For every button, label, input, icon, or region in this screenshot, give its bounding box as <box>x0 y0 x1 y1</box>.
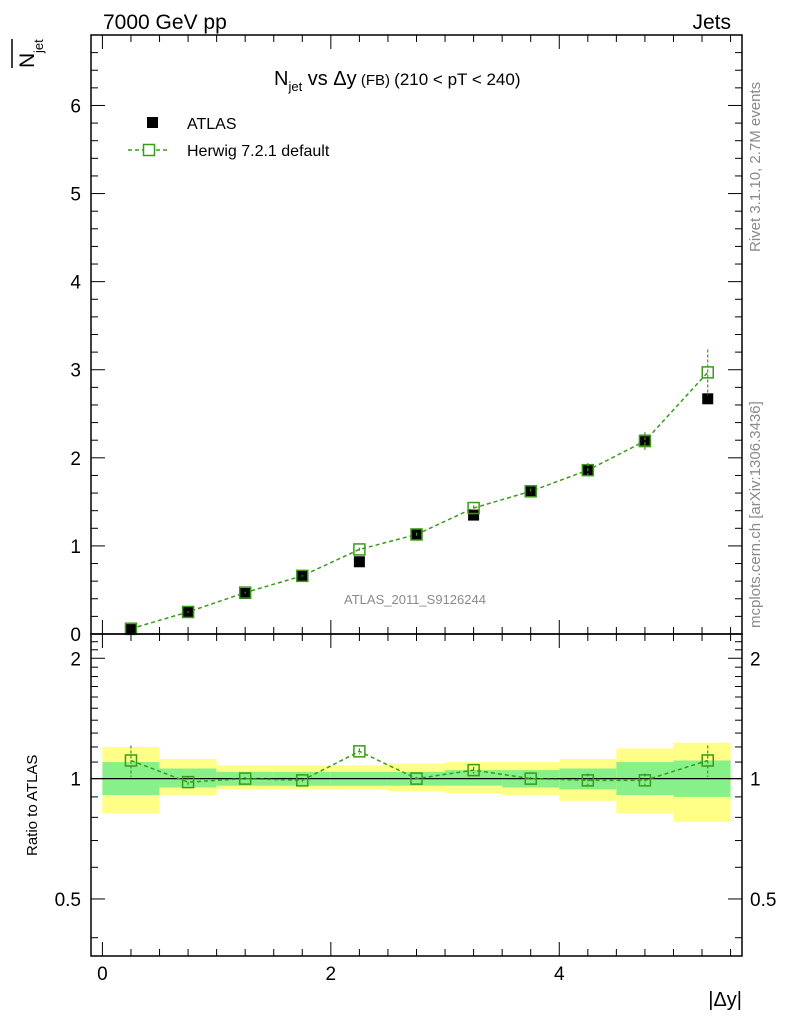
mc-point <box>410 528 423 541</box>
mc-point <box>296 569 309 583</box>
mc-point <box>181 605 195 619</box>
x-tick-label: 0 <box>97 964 108 985</box>
ratio-point <box>638 774 652 787</box>
ratio-point <box>124 754 138 767</box>
ratio-ylabel: Ratio to ATLAS <box>24 755 41 856</box>
atlas-point <box>468 509 480 521</box>
main-y-tick-label: 4 <box>70 273 81 294</box>
x-tick-label: 4 <box>554 964 565 985</box>
main-y-tick-label: 5 <box>70 185 81 206</box>
mc-point <box>353 543 366 556</box>
plot-title: Njet vs Δy (FB) (210 < pT < 240) <box>274 68 521 94</box>
band-inner <box>445 770 503 786</box>
legend-mc-marker <box>142 143 156 157</box>
main-y-tick-label: 0 <box>70 625 81 646</box>
atlas-point <box>353 556 365 568</box>
ratio-y-tick-label: 1 <box>70 770 81 791</box>
mc-point <box>701 366 714 379</box>
mc-point <box>638 434 652 448</box>
ratio-point <box>410 772 423 785</box>
ratio-plot-marks <box>124 745 714 789</box>
ratio-y-tick-label-right: 2 <box>750 649 761 670</box>
legend-atlas-label: ATLAS <box>187 116 237 133</box>
axes-frames: 0 1 2 3 4 5 6 0 2 4 0.5 0.5 1 1 2 2 <box>55 34 776 985</box>
mc-point <box>238 586 252 599</box>
ratio-point <box>181 775 195 789</box>
rivet-label: Rivet 3.1.10, 2.7M events <box>747 82 764 252</box>
main-y-tick-label: 6 <box>70 96 81 117</box>
ratio-point <box>701 754 714 767</box>
mc-point <box>524 485 537 498</box>
ylabel-jet-sub: jet <box>31 39 46 54</box>
ratio-point <box>524 772 537 785</box>
ratio-y-tick-label: 0.5 <box>55 890 81 911</box>
main-y-tick-label: 2 <box>70 449 81 470</box>
analysis-watermark: ATLAS_2011_S9126244 <box>344 592 486 607</box>
ratio-y-tick-label-right: 0.5 <box>750 890 776 911</box>
mc-point <box>467 501 480 515</box>
main-y-tick-label: 3 <box>70 361 81 382</box>
legend-atlas-marker <box>147 117 158 128</box>
ratio-y-tick-label: 2 <box>70 649 81 670</box>
legend: ATLAS Herwig 7.2.1 default <box>128 116 330 160</box>
ratio-point <box>238 772 252 785</box>
ratio-point <box>296 774 309 787</box>
mcplots-label: mcplots.cern.ch [arXiv:1306.3436] <box>747 401 764 628</box>
atlas-point <box>702 393 714 405</box>
collider-label: 7000 GeV pp <box>103 11 227 34</box>
mc-point <box>581 463 595 477</box>
ratio-point <box>467 763 480 777</box>
main-ylabel: N jet <box>11 39 46 68</box>
ratio-point <box>353 745 366 758</box>
mc-line <box>130 371 709 630</box>
ylabel-n: N <box>16 53 39 68</box>
ratio-y-tick-label-right: 1 <box>750 770 761 791</box>
x-axis-label: |Δy| <box>708 989 742 1011</box>
main-y-tick-label: 1 <box>70 537 81 558</box>
process-label: Jets <box>692 11 731 34</box>
x-tick-label: 2 <box>326 964 337 985</box>
ratio-point <box>581 774 595 787</box>
legend-mc-label: Herwig 7.2.1 default <box>187 143 330 160</box>
